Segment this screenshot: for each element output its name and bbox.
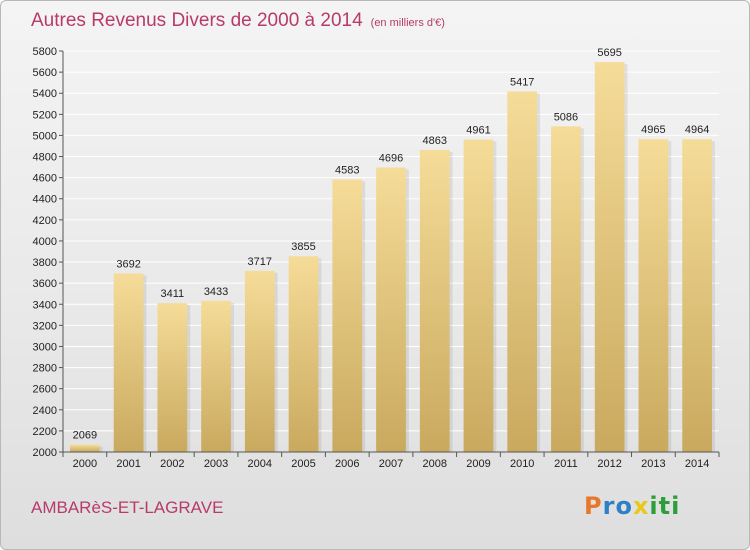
bar-value-label: 4863 [422, 135, 446, 147]
y-tick-label: 5800 [33, 46, 57, 58]
y-tick-label: 4000 [33, 236, 57, 248]
y-tick-label: 3000 [33, 341, 57, 353]
x-tick-label: 2012 [597, 458, 621, 470]
x-tick-label: 2003 [204, 458, 228, 470]
y-tick-label: 3800 [33, 257, 57, 269]
bar [507, 91, 538, 453]
logo-letter: P [584, 492, 603, 520]
bar [201, 300, 231, 452]
y-tick-label: 2000 [33, 447, 57, 459]
y-tick-label: 4600 [33, 173, 57, 185]
x-tick-label: 2005 [291, 458, 315, 470]
y-tick-label: 3400 [33, 299, 57, 311]
y-tick-label: 4400 [33, 194, 57, 206]
bar [376, 167, 406, 453]
bar-value-label: 3855 [291, 241, 315, 253]
y-tick-label: 2600 [33, 384, 57, 396]
bar [157, 303, 188, 452]
chart-subtitle: (en milliers d'€) [370, 17, 445, 29]
bar [594, 62, 625, 452]
logo-letter: x [632, 492, 650, 520]
commune-name: AMBARèS-ET-LAGRAVE [31, 498, 224, 517]
bar-value-label: 3433 [204, 286, 228, 298]
logo-letter: i [671, 492, 681, 520]
x-tick-label: 2006 [335, 458, 359, 470]
bar-value-label: 4583 [335, 164, 359, 176]
bar [244, 270, 275, 452]
bar [332, 179, 363, 452]
x-tick-label: 2008 [422, 458, 446, 470]
y-tick-label: 5600 [33, 67, 57, 79]
y-tick-label: 2200 [33, 426, 57, 438]
bar [69, 444, 100, 452]
x-tick-label: 2013 [641, 458, 665, 470]
bar-value-label: 4965 [641, 124, 665, 136]
x-tick-label: 2000 [73, 458, 97, 470]
y-tick-label: 5200 [33, 109, 57, 121]
logo-letter: r [602, 492, 616, 520]
x-tick-label: 2001 [116, 458, 140, 470]
proxiti-logo[interactable]: Proxiti [584, 492, 680, 520]
bar-value-label: 5086 [554, 111, 578, 123]
x-tick-label: 2014 [685, 458, 709, 470]
bar [638, 139, 669, 452]
data-labels: 2069 3692 3411 3433 3717 3855 4583 4696 4863 4961… [73, 47, 710, 442]
logo-letter: t [658, 492, 672, 520]
x-tick-label: 2007 [379, 458, 403, 470]
x-tick-label: 2002 [160, 458, 184, 470]
y-tick-label: 2400 [33, 405, 57, 417]
logo-letter: i [649, 492, 659, 520]
bar-value-label: 5695 [597, 47, 621, 59]
y-tick-label: 3200 [33, 320, 57, 332]
bar-value-label: 4961 [466, 125, 490, 137]
chart-title-text: Autres Revenus Divers de 2000 à 2014 [31, 10, 363, 31]
x-tick-label: 2011 [554, 458, 578, 470]
bar-value-label: 2069 [73, 430, 97, 442]
y-tick-label: 2800 [33, 363, 57, 375]
bar [419, 149, 450, 452]
axes: 2000 2200 2400 2600 2800 3000 3200 3400 3600 3800… [33, 46, 720, 470]
bar-value-label: 3717 [248, 256, 272, 268]
x-tick-label: 2010 [510, 458, 534, 470]
y-tick-label: 3600 [33, 278, 57, 290]
x-tick-label: 2009 [466, 458, 490, 470]
chart-title: Autres Revenus Divers de 2000 à 2014 (en … [31, 10, 445, 32]
bars [69, 62, 716, 453]
bar [682, 139, 713, 452]
bar [463, 139, 494, 453]
bar-value-label: 4696 [379, 153, 403, 165]
y-tick-label: 4200 [33, 215, 57, 227]
bar [551, 126, 581, 452]
y-tick-label: 5000 [33, 130, 57, 142]
x-tick-label: 2004 [248, 458, 272, 470]
bar-value-label: 5417 [510, 76, 534, 88]
bar [288, 256, 319, 452]
y-tick-label: 5400 [33, 88, 57, 100]
logo-letter: o [615, 492, 633, 520]
bar-value-label: 4964 [685, 124, 709, 136]
bar [113, 273, 144, 452]
y-tick-label: 4800 [33, 152, 57, 164]
bar-value-label: 3692 [116, 258, 140, 270]
bar-value-label: 3411 [161, 288, 185, 300]
